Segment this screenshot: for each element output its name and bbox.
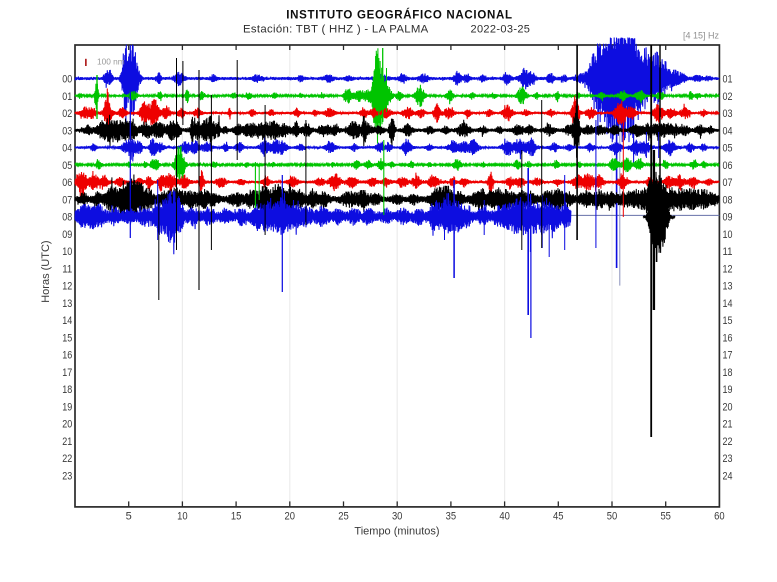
svg-text:23: 23: [723, 453, 733, 465]
svg-text:05: 05: [723, 143, 733, 155]
svg-text:15: 15: [231, 511, 242, 523]
svg-text:14: 14: [62, 315, 72, 327]
svg-text:18: 18: [723, 367, 733, 379]
svg-text:21: 21: [723, 419, 733, 431]
svg-text:09: 09: [723, 212, 733, 224]
svg-text:03: 03: [723, 108, 733, 120]
svg-text:20: 20: [723, 401, 733, 413]
svg-text:10: 10: [177, 511, 188, 523]
svg-text:17: 17: [723, 350, 733, 362]
svg-text:14: 14: [723, 298, 733, 310]
svg-text:21: 21: [62, 436, 72, 448]
svg-text:22: 22: [723, 436, 733, 448]
svg-text:09: 09: [62, 229, 72, 241]
svg-text:INSTITUTO GEOGRÁFICO NACIONAL: INSTITUTO GEOGRÁFICO NACIONAL: [286, 8, 512, 21]
svg-text:22: 22: [62, 453, 72, 465]
svg-text:11: 11: [62, 263, 72, 275]
svg-text:01: 01: [723, 74, 733, 86]
svg-text:Horas (UTC): Horas (UTC): [40, 240, 52, 302]
svg-text:45: 45: [553, 511, 564, 523]
svg-text:19: 19: [723, 384, 733, 396]
svg-text:23: 23: [62, 470, 72, 482]
svg-text:24: 24: [723, 470, 733, 482]
svg-text:13: 13: [723, 281, 733, 293]
svg-text:02: 02: [723, 91, 733, 103]
svg-text:06: 06: [62, 177, 72, 189]
svg-text:[4 15] Hz: [4 15] Hz: [683, 31, 720, 41]
svg-text:08: 08: [723, 194, 733, 206]
svg-text:17: 17: [62, 367, 72, 379]
svg-text:15: 15: [723, 315, 733, 327]
svg-text:00: 00: [62, 74, 72, 86]
svg-text:2022-03-25: 2022-03-25: [471, 23, 531, 35]
svg-text:50: 50: [607, 511, 618, 523]
svg-text:02: 02: [62, 108, 72, 120]
svg-text:16: 16: [62, 350, 72, 362]
svg-text:07: 07: [723, 177, 733, 189]
svg-text:20: 20: [62, 419, 72, 431]
svg-text:04: 04: [723, 125, 733, 137]
svg-text:Tiempo (minutos): Tiempo (minutos): [354, 526, 439, 538]
svg-text:40: 40: [499, 511, 510, 523]
svg-text:16: 16: [723, 332, 733, 344]
svg-text:10: 10: [62, 246, 72, 258]
svg-text:07: 07: [62, 194, 72, 206]
svg-text:60: 60: [714, 511, 725, 523]
svg-text:11: 11: [723, 246, 733, 258]
svg-text:01: 01: [62, 91, 72, 103]
svg-text:20: 20: [285, 511, 296, 523]
svg-text:05: 05: [62, 160, 72, 172]
svg-text:55: 55: [660, 511, 671, 523]
svg-text:100 nm: 100 nm: [97, 57, 125, 67]
svg-text:Estación: TBT ( HHZ ) - LA PA: Estación: TBT ( HHZ ) - LA PALMA: [243, 23, 429, 35]
svg-text:30: 30: [392, 511, 403, 523]
svg-text:10: 10: [723, 229, 733, 241]
svg-text:5: 5: [126, 511, 132, 523]
svg-text:15: 15: [62, 332, 72, 344]
svg-text:08: 08: [62, 212, 72, 224]
svg-text:18: 18: [62, 384, 72, 396]
svg-text:06: 06: [723, 160, 733, 172]
svg-text:35: 35: [446, 511, 457, 523]
svg-text:25: 25: [338, 511, 349, 523]
svg-text:12: 12: [62, 281, 72, 293]
svg-text:13: 13: [62, 298, 72, 310]
svg-text:19: 19: [62, 401, 72, 413]
svg-text:12: 12: [723, 263, 733, 275]
svg-text:03: 03: [62, 125, 72, 137]
svg-text:04: 04: [62, 143, 72, 155]
